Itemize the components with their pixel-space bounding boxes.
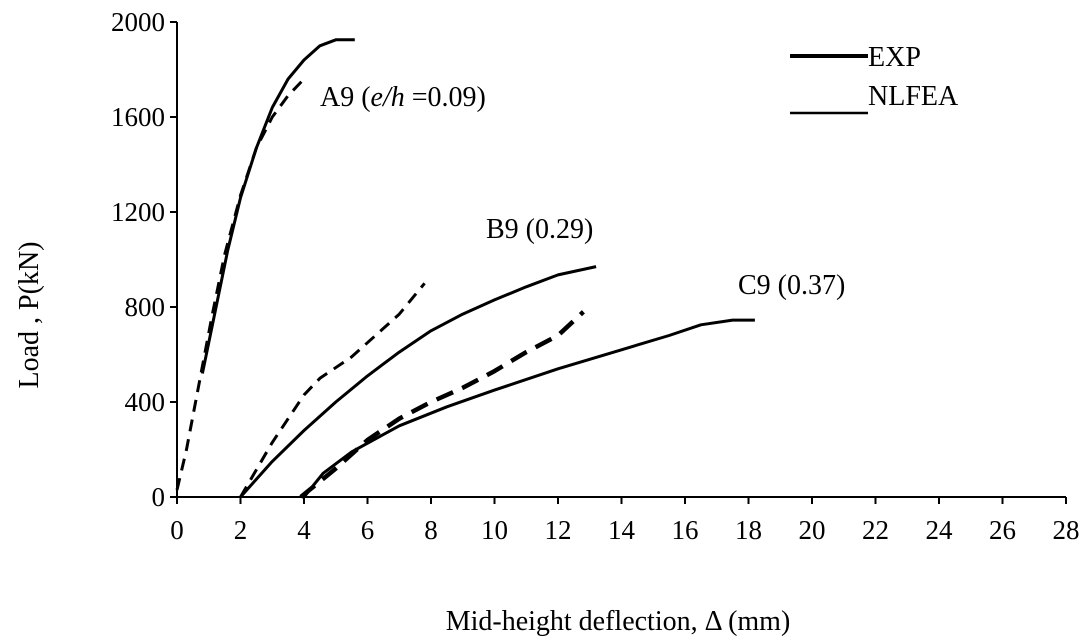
legend-label-nlfea: NLFEA bbox=[868, 81, 959, 112]
x-tick-label: 26 bbox=[989, 515, 1016, 545]
annotation-c9: C9 (0.37) bbox=[738, 270, 845, 301]
plot-area: 0 2 4 6 8 10 12 14 16 18 20 22 24 26 28 04008001200160… bbox=[111, 7, 1080, 545]
annotations: A9 (e/h =0.09) B9 (0.29) C9 (0.37) bbox=[320, 82, 845, 301]
y-tick-label: 2000 bbox=[111, 7, 165, 37]
series-c9-nlfea-line bbox=[299, 310, 585, 499]
x-tick-label: 0 bbox=[170, 515, 184, 545]
series-b9-exp-line bbox=[239, 265, 597, 498]
annotation-a9-rest: =0.09) bbox=[405, 82, 486, 113]
y-tick-label: 0 bbox=[152, 482, 166, 512]
series-c9-exp-line bbox=[302, 318, 755, 498]
x-axis-title: Mid-height deflection, Δ (mm) bbox=[446, 606, 791, 637]
x-tick-label: 24 bbox=[926, 515, 954, 545]
annotation-a9-main: A9 ( bbox=[320, 82, 371, 113]
x-tick-label: 4 bbox=[297, 515, 311, 545]
x-tick-label: 16 bbox=[672, 515, 699, 545]
series-b9-nlfea-line bbox=[239, 282, 426, 498]
y-tick-label: 1600 bbox=[111, 102, 165, 132]
x-tick-label: 18 bbox=[735, 515, 762, 545]
y-tick-label: 400 bbox=[125, 387, 166, 417]
x-tick-label: 2 bbox=[234, 515, 248, 545]
annotation-a9-italic: e/h bbox=[371, 82, 405, 113]
x-tick-label: 28 bbox=[1053, 515, 1080, 545]
x-tick-label: 10 bbox=[481, 515, 508, 545]
series-a9-nlfea-line bbox=[175, 77, 306, 491]
series-a9-exp-line bbox=[200, 38, 355, 374]
legend-label-exp: EXP bbox=[868, 42, 921, 73]
x-tick-label: 22 bbox=[862, 515, 889, 545]
legend: EXP NLFEA bbox=[790, 42, 959, 115]
y-tick-label: 1200 bbox=[111, 197, 165, 227]
x-tick-label: 8 bbox=[424, 515, 438, 545]
annotation-a9: A9 (e/h =0.09) bbox=[320, 82, 486, 113]
series-layer bbox=[175, 38, 755, 499]
x-tick-label: 6 bbox=[361, 515, 375, 545]
x-ticks: 0 2 4 6 8 10 12 14 16 18 20 22 24 26 28 bbox=[170, 497, 1080, 545]
x-tick-label: 12 bbox=[545, 515, 572, 545]
y-ticks: 0 400 800 1200 1600 2000 bbox=[111, 7, 177, 512]
y-tick-label: 800 bbox=[125, 292, 166, 322]
x-tick-label: 14 bbox=[608, 515, 636, 545]
y-axis-title: Load , P(kN) bbox=[14, 242, 45, 389]
x-tick-label: 20 bbox=[799, 515, 826, 545]
annotation-b9: B9 (0.29) bbox=[486, 214, 593, 245]
